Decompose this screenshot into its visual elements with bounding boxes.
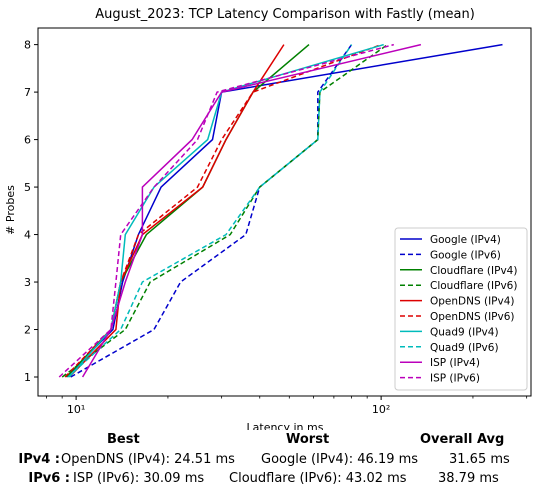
summary-row-ipv4-label: IPv4 : (18, 452, 60, 467)
legend-label-6: Quad9 (IPv4) (430, 326, 499, 338)
legend-label-2: Cloudflare (IPv4) (430, 265, 517, 277)
x-tick-label-1: 10² (372, 403, 390, 416)
axes-layer: 1 2 3 4 5 6 7 8 10¹ 10² (24, 27, 532, 416)
series-line-2 (65, 44, 310, 378)
summary-row-ipv6-worst: Cloudflare (IPv6): 43.02 ms (229, 471, 407, 486)
legend-label-8: ISP (IPv4) (430, 357, 480, 369)
summary-header-best: Best (107, 432, 140, 447)
latency-chart: August_2023: TCP Latency Comparison with… (4, 7, 532, 430)
series-line-0 (65, 43, 503, 378)
y-axis-label: # Probes (4, 185, 17, 235)
y-tick-label-2: 3 (24, 276, 31, 289)
legend-box (394, 227, 528, 391)
summary-row-ipv4-avg: 31.65 ms (449, 452, 510, 467)
legend-label-5: OpenDNS (IPv6) (430, 311, 515, 323)
x-tick-label-0: 10¹ (67, 403, 85, 416)
y-tick-label-3: 4 (24, 229, 31, 242)
series-line-8 (81, 43, 422, 378)
summary-row-ipv6-avg: 38.79 ms (438, 471, 499, 486)
legend: Google (IPv4) Google (IPv6) Cloudflare (IP… (394, 227, 528, 391)
series-layer (58, 43, 503, 378)
legend-label-9: ISP (IPv6) (430, 373, 480, 385)
series-line-9 (58, 43, 394, 378)
axes-frame (37, 27, 532, 397)
legend-label-7: Quad9 (IPv6) (430, 342, 499, 354)
legend-label-3: Cloudflare (IPv6) (430, 280, 517, 292)
summary-row-ipv4-best: OpenDNS (IPv4): 24.51 ms (61, 452, 235, 467)
legend-label-4: OpenDNS (IPv4) (430, 296, 515, 308)
series-line-5 (64, 43, 382, 378)
summary-row-ipv4-worst: Google (IPv4): 46.19 ms (261, 452, 419, 467)
y-tick-label-5: 6 (24, 134, 31, 147)
legend-label-1: Google (IPv6) (430, 249, 501, 261)
chart-title: August_2023: TCP Latency Comparison with… (95, 7, 475, 22)
summary-row-ipv6-label: IPv6 : (28, 471, 70, 486)
summary-row-ipv6-best: ISP (IPv6): 30.09 ms (73, 471, 205, 486)
y-tick-label-1: 2 (24, 324, 31, 337)
y-tick-label-7: 8 (24, 39, 31, 52)
y-tick-label-4: 5 (24, 181, 31, 194)
legend-label-0: Google (IPv4) (430, 234, 501, 246)
x-axis-label: Latency in ms (247, 421, 324, 430)
series-line-1 (70, 44, 353, 378)
summary-header-avg: Overall Avg (420, 432, 505, 447)
series-line-7 (67, 44, 353, 378)
summary-table: Best Worst Overall Avg IPv4 : OpenDNS (I… (0, 430, 541, 494)
y-tick-label-6: 7 (24, 86, 31, 99)
y-tick-label-0: 1 (24, 371, 31, 384)
summary-header-worst: Worst (286, 432, 330, 447)
series-line-4 (68, 44, 285, 378)
